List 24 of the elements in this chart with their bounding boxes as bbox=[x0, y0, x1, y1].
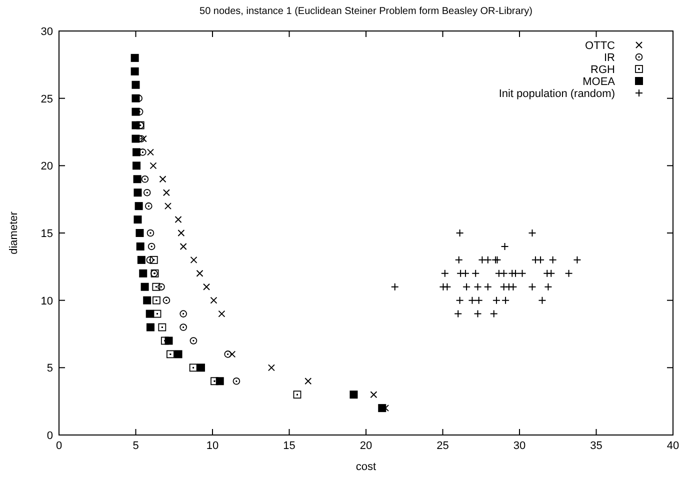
x-tick-label: 10 bbox=[206, 440, 219, 452]
y-tick-label: 5 bbox=[46, 362, 53, 375]
x-tick-label: 40 bbox=[666, 440, 680, 452]
x-tick-label: 0 bbox=[56, 440, 62, 452]
legend-label: IR bbox=[604, 52, 616, 64]
y-tick-label: 25 bbox=[40, 93, 53, 106]
x-tick-label: 5 bbox=[132, 440, 139, 452]
x-axis-title: cost bbox=[356, 461, 376, 473]
chart-title: 50 nodes, instance 1 (Euclidean Steiner Problem form Beasley OR-Library) bbox=[200, 6, 532, 17]
y-axis-title: diameter bbox=[8, 211, 20, 254]
legend-label: Init population (random) bbox=[498, 88, 615, 100]
y-tick-label: 20 bbox=[40, 160, 53, 173]
x-tick-label: 35 bbox=[590, 440, 602, 452]
x-tick-label: 30 bbox=[513, 440, 526, 452]
x-tick-label: 25 bbox=[436, 440, 449, 452]
y-tick-label: 0 bbox=[46, 430, 53, 442]
y-tick-label: 10 bbox=[40, 295, 53, 308]
x-tick-label: 15 bbox=[283, 440, 296, 452]
x-tick-label: 20 bbox=[360, 440, 372, 452]
y-tick-label: 15 bbox=[40, 228, 53, 240]
legend-label: RGH bbox=[590, 64, 616, 76]
legend-label: MOEA bbox=[582, 76, 616, 88]
y-tick-label: 30 bbox=[40, 26, 53, 38]
legend-label: OTTC bbox=[585, 40, 616, 52]
